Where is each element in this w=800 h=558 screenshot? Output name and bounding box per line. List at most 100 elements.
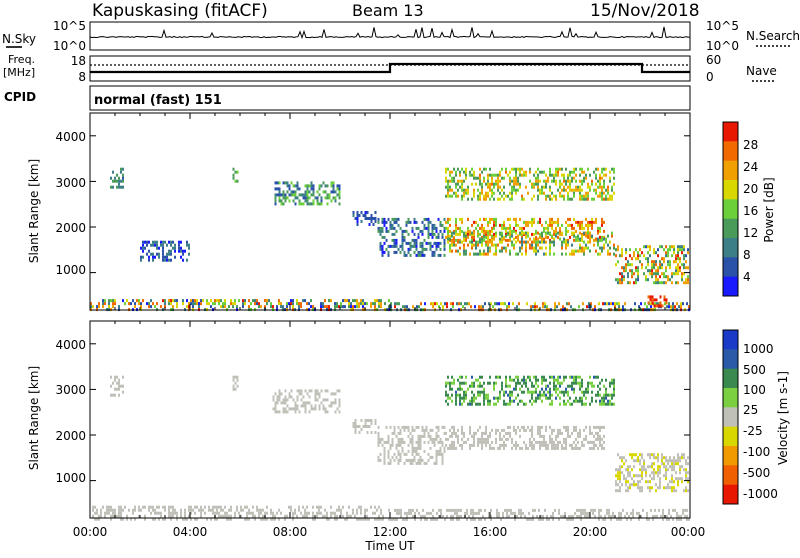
- heatmap-cell: [630, 517, 632, 521]
- heatmap-cell: [483, 252, 485, 256]
- heatmap-cell: [603, 237, 605, 241]
- heatmap-cell: [443, 241, 446, 245]
- heatmap-cell: [174, 511, 176, 515]
- heatmap-cell: [449, 446, 451, 450]
- heatmap-cell: [112, 170, 114, 174]
- heatmap-cell: [629, 254, 631, 258]
- heatmap-cell: [190, 517, 192, 521]
- heatmap-cell: [613, 182, 615, 186]
- heatmap-cell: [659, 483, 661, 487]
- heatmap-cell: [617, 489, 619, 493]
- heatmap-cell: [461, 443, 463, 447]
- heatmap-cell: [655, 251, 657, 255]
- heatmap-cell: [653, 453, 655, 457]
- heatmap-cell: [649, 269, 651, 273]
- heatmap-cell: [122, 508, 124, 512]
- heatmap-cell: [188, 505, 190, 509]
- heatmap-cell: [435, 434, 438, 438]
- heatmap-cell: [675, 462, 677, 466]
- heatmap-cell: [549, 197, 551, 201]
- heatmap-cell: [627, 465, 629, 469]
- heatmap-cell: [459, 381, 461, 385]
- heatmap-cell: [284, 517, 286, 521]
- heatmap-cell: [679, 269, 681, 273]
- heatmap-cell: [447, 446, 449, 450]
- heatmap-cell: [545, 185, 547, 189]
- heatmap-cell: [377, 217, 380, 221]
- heatmap-cell: [388, 508, 390, 512]
- heatmap-cell: [501, 381, 503, 385]
- heatmap-cell: [433, 253, 436, 257]
- heatmap-cell: [487, 240, 489, 244]
- heatmap-cell: [483, 179, 485, 183]
- heatmap-cell: [286, 196, 289, 200]
- heatmap-cell: [535, 240, 537, 244]
- heatmap-cell: [654, 302, 656, 306]
- heatmap-cell: [611, 167, 613, 171]
- heatmap-cell: [497, 396, 499, 400]
- heatmap-cell: [413, 458, 416, 462]
- heatmap-cell: [170, 514, 172, 518]
- heatmap-cell: [600, 514, 602, 518]
- heatmap-cell: [388, 305, 390, 309]
- heatmap-cell: [473, 252, 475, 256]
- heatmap-cell: [533, 232, 535, 236]
- heatmap-cell: [381, 244, 384, 248]
- heatmap-cell: [468, 514, 470, 518]
- heatmap-cell: [654, 514, 656, 518]
- heatmap-cell: [537, 378, 539, 382]
- heatmap-cell: [401, 241, 404, 245]
- heatmap-cell: [112, 381, 114, 385]
- heatmap-cell: [657, 281, 659, 285]
- heatmap-cell: [318, 407, 321, 411]
- heatmap-cell: [473, 229, 475, 233]
- power-ytick-4000: 4000: [55, 130, 86, 144]
- heatmap-cell: [465, 440, 467, 444]
- heatmap-cell: [398, 508, 400, 512]
- heatmap-cell: [463, 246, 465, 250]
- heatmap-cell: [170, 302, 172, 306]
- heatmap-cell: [513, 179, 515, 183]
- heatmap-cell: [605, 378, 607, 382]
- heatmap-cell: [602, 517, 604, 521]
- heatmap-cell: [399, 443, 402, 447]
- heatmap-cell: [657, 465, 659, 469]
- heatmap-cell: [224, 511, 226, 515]
- heatmap-cell: [290, 299, 292, 303]
- heatmap-cell: [377, 220, 380, 224]
- heatmap-cell: [629, 248, 631, 252]
- heatmap-cell: [523, 390, 525, 394]
- heatmap-cell: [491, 176, 493, 180]
- heatmap-cell: [236, 170, 239, 174]
- heatmap-cell: [589, 440, 591, 444]
- heatmap-cell: [439, 446, 442, 450]
- heatmap-cell: [272, 511, 274, 515]
- heatmap-cell: [320, 401, 323, 405]
- heatmap-cell: [294, 508, 296, 512]
- heatmap-cell: [654, 508, 656, 512]
- heatmap-cell: [603, 185, 605, 189]
- heatmap-cell: [493, 223, 495, 227]
- heatmap-cell: [517, 237, 519, 241]
- heatmap-cell: [156, 252, 158, 256]
- heatmap-cell: [651, 465, 653, 469]
- heatmap-cell: [515, 375, 517, 379]
- heatmap-cell: [456, 517, 458, 521]
- heatmap-cell: [567, 240, 569, 244]
- heatmap-cell: [427, 431, 430, 435]
- heatmap-cell: [162, 243, 164, 247]
- heatmap-cell: [441, 452, 444, 456]
- heatmap-cell: [559, 428, 561, 432]
- heatmap-cell: [595, 217, 597, 221]
- heatmap-cell: [405, 452, 408, 456]
- heatmap-cell: [509, 402, 511, 406]
- heatmap-cell: [645, 278, 647, 282]
- heatmap-cell: [338, 187, 341, 191]
- heatmap-cell: [470, 517, 472, 521]
- heatmap-cell: [330, 514, 332, 518]
- heatmap-cell: [519, 240, 521, 244]
- heatmap-cell: [587, 231, 589, 235]
- heatmap-cell: [535, 390, 537, 394]
- heatmap-cell: [174, 508, 176, 512]
- heatmap-cell: [665, 251, 667, 255]
